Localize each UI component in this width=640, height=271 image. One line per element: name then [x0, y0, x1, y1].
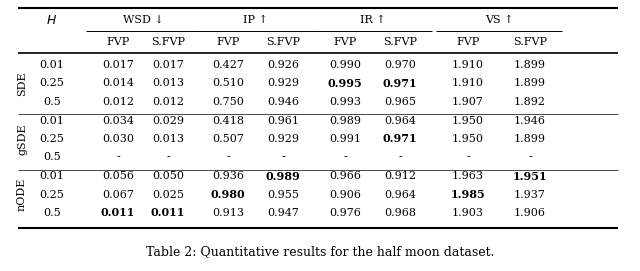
- Text: 0.067: 0.067: [102, 189, 134, 199]
- Text: 0.971: 0.971: [383, 78, 417, 89]
- Text: 0.017: 0.017: [152, 60, 184, 70]
- Text: 0.991: 0.991: [329, 134, 361, 144]
- Text: 0.976: 0.976: [329, 208, 361, 218]
- Text: 0.946: 0.946: [267, 97, 299, 107]
- Text: 0.01: 0.01: [40, 60, 65, 70]
- Text: 0.993: 0.993: [329, 97, 361, 107]
- Text: -: -: [226, 153, 230, 163]
- Text: 1.899: 1.899: [514, 134, 546, 144]
- Text: gSDE: gSDE: [17, 123, 27, 155]
- Text: 0.750: 0.750: [212, 97, 244, 107]
- Text: 1.910: 1.910: [452, 79, 484, 89]
- Text: FVP: FVP: [106, 37, 130, 47]
- Text: 0.030: 0.030: [102, 134, 134, 144]
- Text: 0.926: 0.926: [267, 60, 299, 70]
- Text: 0.029: 0.029: [152, 115, 184, 125]
- Text: 0.25: 0.25: [40, 134, 65, 144]
- Text: 0.912: 0.912: [384, 171, 416, 181]
- Text: 0.017: 0.017: [102, 60, 134, 70]
- Text: 0.955: 0.955: [267, 189, 299, 199]
- Text: 0.034: 0.034: [102, 115, 134, 125]
- Text: -: -: [398, 153, 402, 163]
- Text: 0.012: 0.012: [152, 97, 184, 107]
- Text: 1.950: 1.950: [452, 134, 484, 144]
- Text: 1.903: 1.903: [452, 208, 484, 218]
- Text: 0.968: 0.968: [384, 208, 416, 218]
- Text: 0.507: 0.507: [212, 134, 244, 144]
- Text: FVP: FVP: [333, 37, 356, 47]
- Text: 1.946: 1.946: [514, 115, 546, 125]
- Text: 1.963: 1.963: [452, 171, 484, 181]
- Text: S.FVP: S.FVP: [266, 37, 300, 47]
- Text: 0.013: 0.013: [152, 134, 184, 144]
- Text: 1.910: 1.910: [452, 60, 484, 70]
- Text: Table 2: Quantitative results for the half moon dataset.: Table 2: Quantitative results for the ha…: [146, 246, 494, 259]
- Text: S.FVP: S.FVP: [513, 37, 547, 47]
- Text: 0.5: 0.5: [43, 208, 61, 218]
- Text: 0.970: 0.970: [384, 60, 416, 70]
- Text: 0.906: 0.906: [329, 189, 361, 199]
- Text: 0.025: 0.025: [152, 189, 184, 199]
- Text: 0.5: 0.5: [43, 153, 61, 163]
- Text: 0.961: 0.961: [267, 115, 299, 125]
- Text: -: -: [281, 153, 285, 163]
- Text: FVP: FVP: [456, 37, 479, 47]
- Text: 0.929: 0.929: [267, 79, 299, 89]
- Text: 0.011: 0.011: [151, 208, 185, 218]
- Text: 0.913: 0.913: [212, 208, 244, 218]
- Text: 1.906: 1.906: [514, 208, 546, 218]
- Text: VS ↑: VS ↑: [484, 15, 513, 25]
- Text: 0.25: 0.25: [40, 189, 65, 199]
- Text: -: -: [466, 153, 470, 163]
- Text: 0.980: 0.980: [211, 189, 245, 200]
- Text: 1.899: 1.899: [514, 79, 546, 89]
- Text: S.FVP: S.FVP: [383, 37, 417, 47]
- Text: 1.907: 1.907: [452, 97, 484, 107]
- Text: -: -: [343, 153, 347, 163]
- Text: 0.25: 0.25: [40, 79, 65, 89]
- Text: 0.050: 0.050: [152, 171, 184, 181]
- Text: $H$: $H$: [47, 14, 58, 27]
- Text: 0.5: 0.5: [43, 97, 61, 107]
- Text: 0.011: 0.011: [101, 208, 135, 218]
- Text: 0.013: 0.013: [152, 79, 184, 89]
- Text: -: -: [528, 153, 532, 163]
- Text: 0.989: 0.989: [266, 170, 300, 182]
- Text: nODE: nODE: [17, 178, 27, 211]
- Text: 0.964: 0.964: [384, 115, 416, 125]
- Text: 0.936: 0.936: [212, 171, 244, 181]
- Text: IP ↑: IP ↑: [243, 15, 268, 25]
- Text: 0.990: 0.990: [329, 60, 361, 70]
- Text: 0.510: 0.510: [212, 79, 244, 89]
- Text: 0.427: 0.427: [212, 60, 244, 70]
- Text: 0.014: 0.014: [102, 79, 134, 89]
- Text: 0.01: 0.01: [40, 171, 65, 181]
- Text: 0.964: 0.964: [384, 189, 416, 199]
- Text: -: -: [166, 153, 170, 163]
- Text: 1.899: 1.899: [514, 60, 546, 70]
- Text: 0.418: 0.418: [212, 115, 244, 125]
- Text: S.FVP: S.FVP: [151, 37, 185, 47]
- Text: 0.01: 0.01: [40, 115, 65, 125]
- Text: -: -: [116, 153, 120, 163]
- Text: 0.995: 0.995: [328, 78, 362, 89]
- Text: 0.947: 0.947: [267, 208, 299, 218]
- Text: 0.965: 0.965: [384, 97, 416, 107]
- Text: FVP: FVP: [216, 37, 239, 47]
- Text: 0.929: 0.929: [267, 134, 299, 144]
- Text: 1.985: 1.985: [451, 189, 485, 200]
- Text: 1.951: 1.951: [513, 170, 547, 182]
- Text: 1.950: 1.950: [452, 115, 484, 125]
- Text: 0.012: 0.012: [102, 97, 134, 107]
- Text: WSD ↓: WSD ↓: [123, 15, 163, 25]
- Text: 0.971: 0.971: [383, 134, 417, 144]
- Text: 1.892: 1.892: [514, 97, 546, 107]
- Text: SDE: SDE: [17, 71, 27, 96]
- Text: 0.966: 0.966: [329, 171, 361, 181]
- Text: 0.056: 0.056: [102, 171, 134, 181]
- Text: 1.937: 1.937: [514, 189, 546, 199]
- Text: IR ↑: IR ↑: [360, 15, 385, 25]
- Text: 0.989: 0.989: [329, 115, 361, 125]
